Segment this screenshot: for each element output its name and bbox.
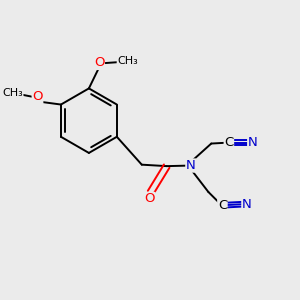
Text: N: N bbox=[186, 159, 196, 172]
Text: O: O bbox=[144, 193, 155, 206]
Text: C: C bbox=[218, 199, 227, 212]
Text: CH₃: CH₃ bbox=[2, 88, 23, 98]
Text: O: O bbox=[94, 56, 104, 69]
Text: N: N bbox=[248, 136, 257, 149]
Text: O: O bbox=[32, 90, 43, 104]
Text: CH₃: CH₃ bbox=[117, 56, 138, 66]
Text: C: C bbox=[224, 136, 233, 149]
Text: N: N bbox=[242, 198, 252, 211]
